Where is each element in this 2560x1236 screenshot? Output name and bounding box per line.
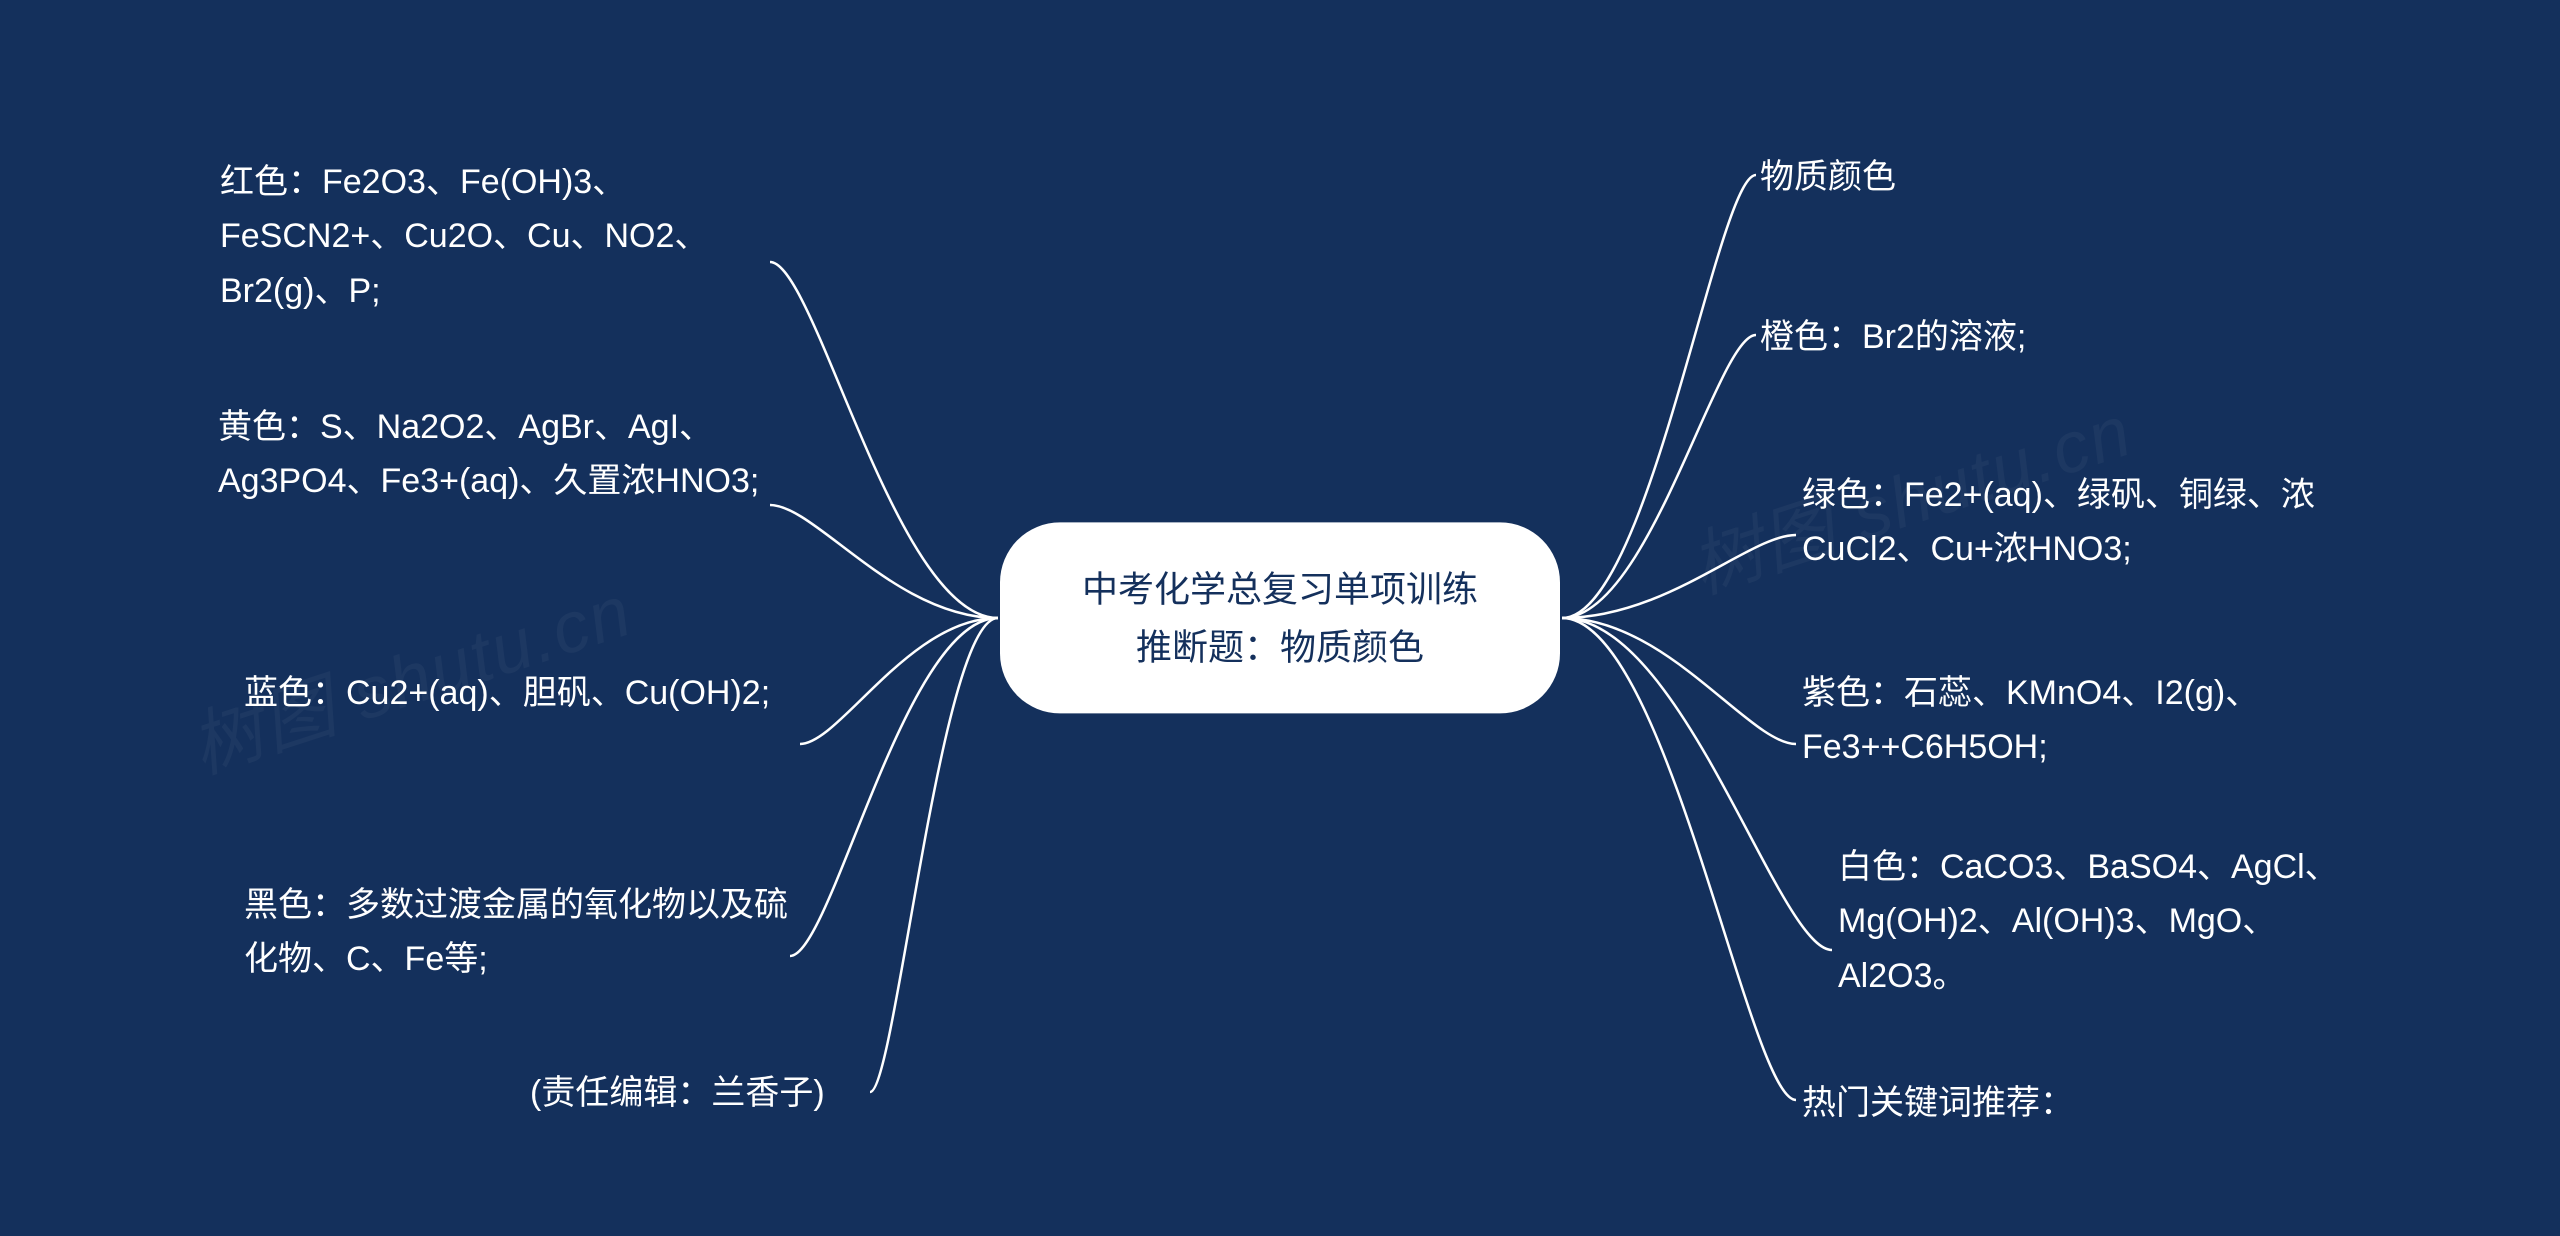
center-node: 中考化学总复习单项训练 推断题：物质颜色	[1000, 522, 1560, 713]
branch-node-left-2: 蓝色：Cu2+(aq)、胆矾、Cu(OH)2;	[244, 666, 770, 720]
branch-node-right-0: 物质颜色	[1760, 150, 1896, 204]
center-line1: 中考化学总复习单项训练	[1082, 568, 1478, 609]
branch-node-left-1: 黄色：S、Na2O2、AgBr、AgI、Ag3PO4、Fe3+(aq)、久置浓H…	[218, 400, 778, 509]
branch-node-left-4: (责任编辑：兰香子)	[530, 1066, 825, 1120]
branch-node-right-3: 紫色：石蕊、KMnO4、I2(g)、Fe3++C6H5OH;	[1802, 666, 2362, 775]
center-line2: 推断题：物质颜色	[1136, 626, 1424, 667]
branch-node-left-3: 黑色：多数过渡金属的氧化物以及硫化物、C、Fe等;	[244, 878, 804, 987]
branch-node-right-1: 橙色：Br2的溶液;	[1760, 310, 2026, 364]
branch-node-right-4: 白色：CaCO3、BaSO4、AgCl、Mg(OH)2、Al(OH)3、MgO、…	[1838, 840, 2398, 1003]
branch-node-right-2: 绿色：Fe2+(aq)、绿矾、铜绿、浓CuCl2、Cu+浓HNO3;	[1802, 468, 2362, 577]
branch-node-right-5: 热门关键词推荐：	[1802, 1076, 2074, 1130]
branch-node-left-0: 红色：Fe2O3、Fe(OH)3、FeSCN2+、Cu2O、Cu、NO2、Br2…	[220, 155, 780, 318]
center-title: 中考化学总复习单项训练 推断题：物质颜色	[1080, 560, 1480, 675]
